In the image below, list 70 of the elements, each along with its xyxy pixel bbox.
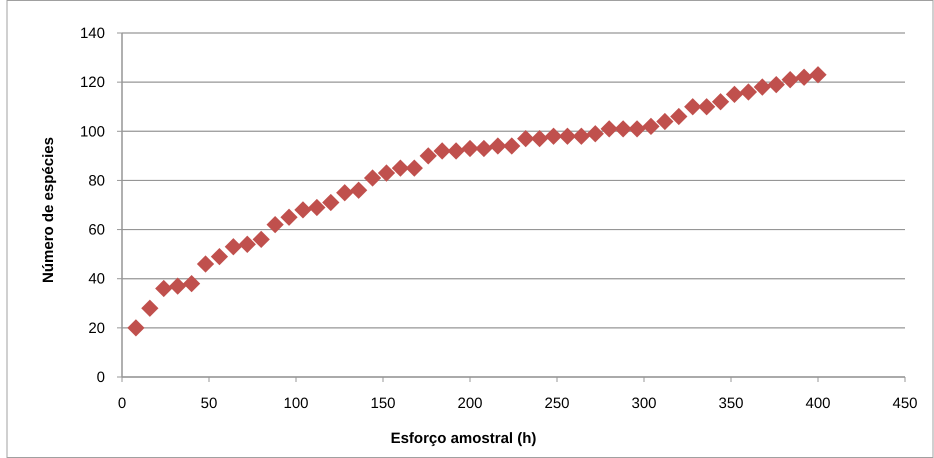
point xyxy=(434,142,451,160)
point xyxy=(280,208,298,226)
point xyxy=(503,137,520,155)
x-tick-label: 450 xyxy=(892,395,918,412)
point xyxy=(308,198,326,216)
point xyxy=(266,216,284,234)
y-tick-label: 20 xyxy=(88,320,105,337)
y-tick-label: 60 xyxy=(88,222,105,239)
point xyxy=(712,93,730,110)
x-tick-label: 150 xyxy=(370,395,396,412)
point xyxy=(558,128,576,145)
point xyxy=(378,164,396,182)
point xyxy=(364,169,382,187)
point xyxy=(182,274,200,292)
y-tick-label: 80 xyxy=(88,172,105,190)
point xyxy=(600,120,618,138)
point xyxy=(530,130,548,148)
point xyxy=(169,277,186,295)
point xyxy=(406,160,423,177)
point xyxy=(350,182,368,199)
point xyxy=(670,108,688,126)
point xyxy=(684,98,702,116)
x-tick-label: 250 xyxy=(544,395,570,412)
point xyxy=(586,125,604,142)
point xyxy=(336,184,354,202)
y-tick-label: 140 xyxy=(80,25,105,42)
point xyxy=(252,230,270,248)
point xyxy=(210,248,228,266)
point xyxy=(740,83,758,101)
x-tick-label: 200 xyxy=(457,395,483,412)
point xyxy=(517,130,534,148)
point xyxy=(795,68,813,86)
point xyxy=(489,137,506,155)
x-tick-label: 50 xyxy=(200,395,218,412)
point xyxy=(698,98,716,116)
point xyxy=(475,140,493,158)
point xyxy=(127,319,145,336)
point xyxy=(614,120,632,138)
point xyxy=(447,142,465,160)
point xyxy=(656,112,674,130)
point xyxy=(155,280,172,298)
x-tick-label: 300 xyxy=(631,395,657,412)
x-tick-label: 400 xyxy=(805,395,831,412)
y-tick-label: 0 xyxy=(96,369,105,386)
x-tick-label: 350 xyxy=(718,395,744,412)
x-tick-label: 0 xyxy=(118,395,126,412)
x-axis-title: Esforço amostral (h) xyxy=(390,430,536,447)
point xyxy=(420,147,437,164)
point xyxy=(238,236,256,253)
point xyxy=(294,201,312,219)
point xyxy=(224,238,242,256)
point xyxy=(754,78,771,96)
point xyxy=(726,86,744,104)
point xyxy=(141,300,158,317)
point xyxy=(809,66,827,84)
point xyxy=(768,76,785,94)
x-tick-label: 100 xyxy=(283,395,309,412)
y-axis-title: Número de espécies xyxy=(40,137,57,283)
point xyxy=(572,128,590,145)
point xyxy=(628,120,646,138)
point xyxy=(544,128,562,145)
point xyxy=(461,140,479,158)
y-tick-label: 40 xyxy=(88,270,105,288)
point xyxy=(322,194,340,212)
point xyxy=(196,255,214,273)
y-tick-label: 120 xyxy=(80,74,105,92)
point xyxy=(642,118,660,136)
point xyxy=(782,71,799,88)
y-tick-label: 100 xyxy=(80,123,105,140)
point xyxy=(392,160,410,177)
